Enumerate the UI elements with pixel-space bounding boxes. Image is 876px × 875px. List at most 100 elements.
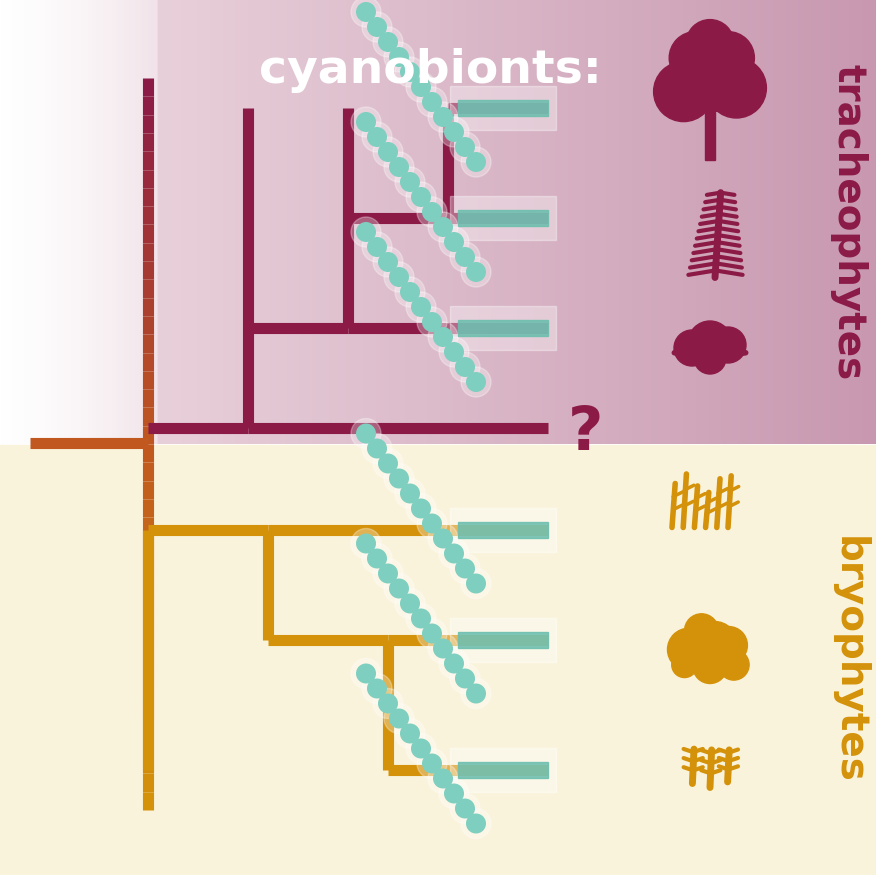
Bar <box>450 507 556 551</box>
Circle shape <box>455 799 475 818</box>
Circle shape <box>428 212 458 242</box>
Circle shape <box>422 312 442 332</box>
Bar <box>450 618 556 662</box>
Circle shape <box>428 322 458 352</box>
Circle shape <box>356 112 376 132</box>
Circle shape <box>406 292 436 322</box>
Circle shape <box>461 569 491 598</box>
Circle shape <box>395 479 425 508</box>
Circle shape <box>362 12 392 42</box>
Circle shape <box>356 2 376 22</box>
Circle shape <box>395 718 425 748</box>
Circle shape <box>389 267 409 287</box>
Circle shape <box>395 277 425 307</box>
Circle shape <box>417 508 447 538</box>
Circle shape <box>373 558 403 589</box>
Bar <box>450 306 556 350</box>
Circle shape <box>384 573 414 604</box>
Circle shape <box>450 663 480 694</box>
Circle shape <box>706 58 766 118</box>
Circle shape <box>389 468 409 488</box>
Circle shape <box>433 639 453 659</box>
Circle shape <box>466 573 486 593</box>
Circle shape <box>466 683 486 704</box>
Circle shape <box>373 137 403 167</box>
Bar <box>450 747 556 792</box>
Circle shape <box>406 72 436 102</box>
Circle shape <box>406 182 436 212</box>
Circle shape <box>466 152 486 172</box>
Circle shape <box>384 262 414 292</box>
Circle shape <box>400 484 420 503</box>
Circle shape <box>444 783 464 803</box>
Circle shape <box>444 543 464 564</box>
Circle shape <box>455 558 475 578</box>
Bar <box>705 112 715 160</box>
Circle shape <box>384 464 414 493</box>
Circle shape <box>356 534 376 554</box>
Circle shape <box>384 152 414 182</box>
Circle shape <box>367 127 387 147</box>
Circle shape <box>362 232 392 262</box>
Bar <box>458 761 548 778</box>
Circle shape <box>674 330 710 366</box>
Bar <box>0 444 876 875</box>
Circle shape <box>422 202 442 222</box>
Circle shape <box>466 262 486 282</box>
Circle shape <box>411 187 431 207</box>
Circle shape <box>702 31 754 84</box>
Bar <box>458 320 548 336</box>
Circle shape <box>422 92 442 112</box>
Circle shape <box>351 528 381 558</box>
Circle shape <box>389 709 409 729</box>
Circle shape <box>395 589 425 619</box>
Circle shape <box>378 142 398 162</box>
Circle shape <box>362 543 392 573</box>
Circle shape <box>411 608 431 628</box>
Circle shape <box>686 19 734 67</box>
Circle shape <box>428 764 458 794</box>
Circle shape <box>422 753 442 774</box>
Circle shape <box>455 247 475 267</box>
Bar <box>458 632 548 648</box>
Circle shape <box>444 122 464 142</box>
Circle shape <box>668 628 710 671</box>
Circle shape <box>362 433 392 464</box>
Bar <box>450 86 556 130</box>
Circle shape <box>439 779 469 808</box>
Circle shape <box>455 357 475 377</box>
Circle shape <box>466 372 486 392</box>
Circle shape <box>367 438 387 458</box>
Circle shape <box>428 634 458 663</box>
Text: bryophytes: bryophytes <box>830 536 868 784</box>
Circle shape <box>367 237 387 257</box>
Circle shape <box>461 678 491 709</box>
Circle shape <box>384 42 414 72</box>
Circle shape <box>378 252 398 272</box>
Circle shape <box>450 242 480 272</box>
Bar <box>458 210 548 226</box>
Circle shape <box>455 668 475 689</box>
Circle shape <box>378 564 398 584</box>
Circle shape <box>444 654 464 674</box>
Circle shape <box>718 649 749 680</box>
Circle shape <box>356 222 376 242</box>
Circle shape <box>450 132 480 162</box>
Circle shape <box>417 619 447 648</box>
Circle shape <box>433 217 453 237</box>
Circle shape <box>450 794 480 823</box>
Circle shape <box>400 593 420 613</box>
Bar <box>450 196 556 240</box>
Circle shape <box>672 652 697 677</box>
Circle shape <box>428 102 458 132</box>
Circle shape <box>373 247 403 277</box>
Circle shape <box>417 197 447 227</box>
Bar <box>458 522 548 537</box>
Circle shape <box>378 32 398 52</box>
Circle shape <box>461 147 491 177</box>
Circle shape <box>367 17 387 37</box>
Circle shape <box>406 493 436 523</box>
Circle shape <box>351 659 381 689</box>
Circle shape <box>439 538 469 569</box>
Circle shape <box>373 27 403 57</box>
